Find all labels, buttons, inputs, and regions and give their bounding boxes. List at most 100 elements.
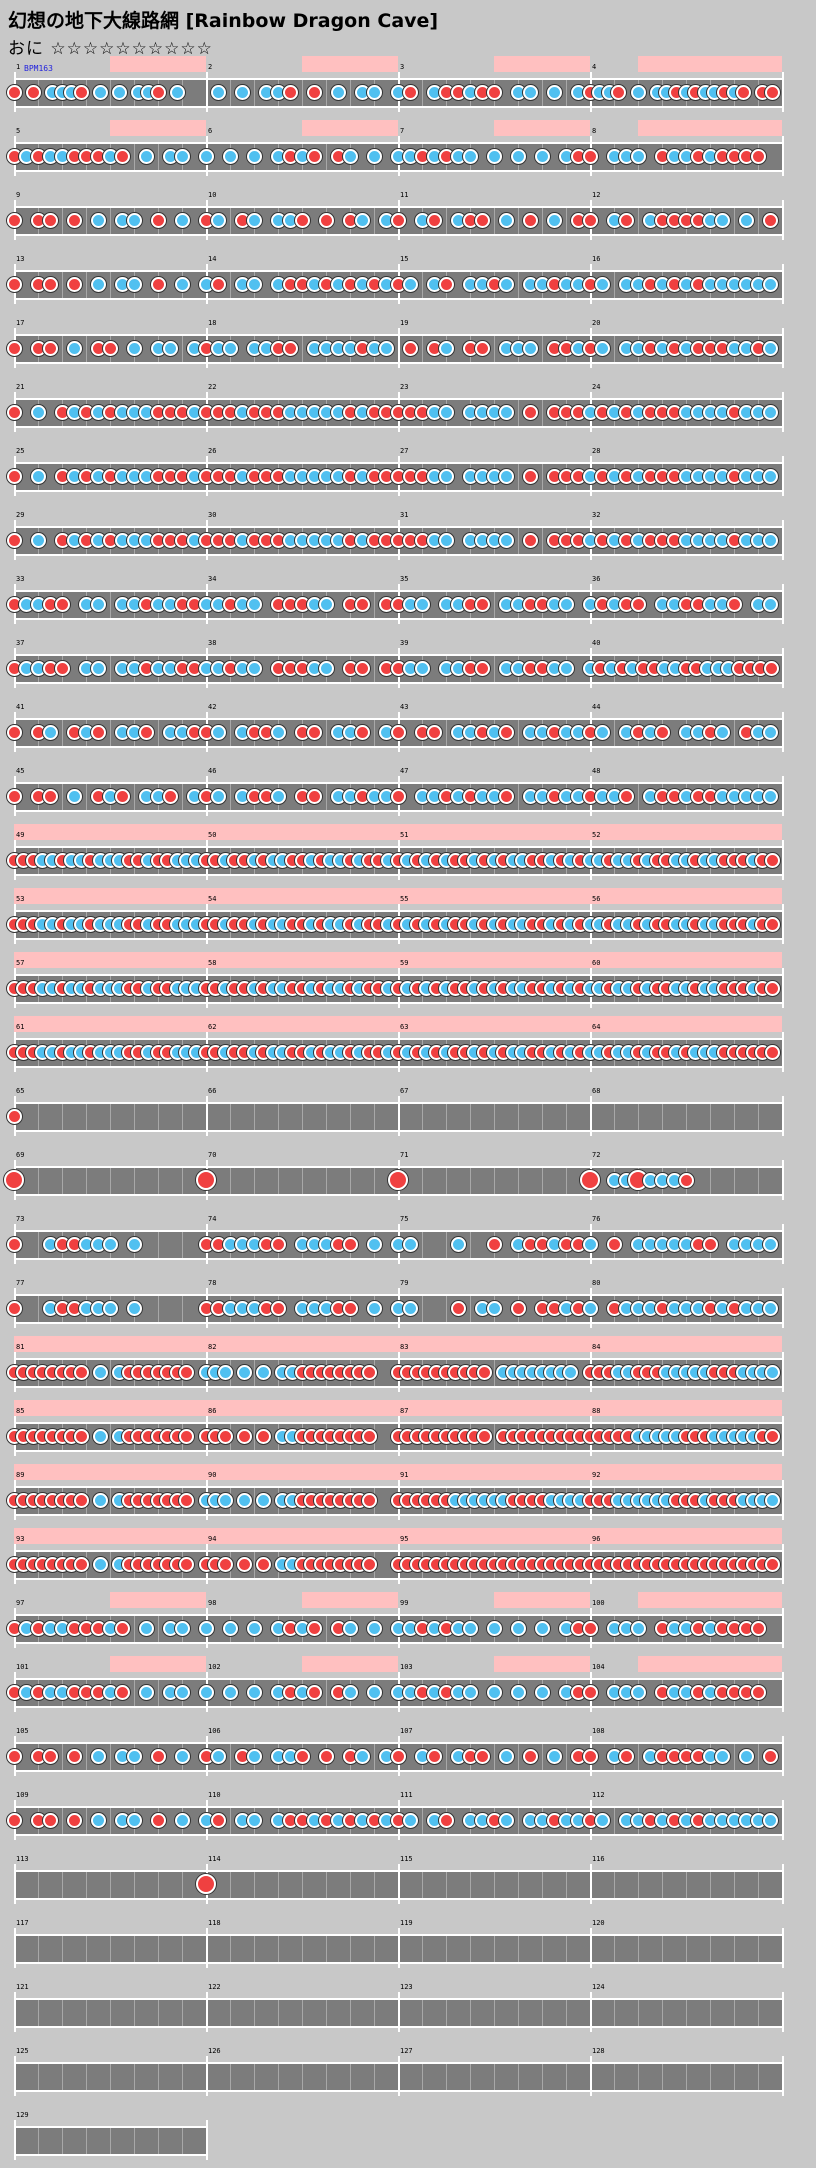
beat-line	[110, 1808, 111, 1834]
beat-line	[422, 336, 423, 362]
beat-line	[542, 1168, 543, 1194]
don-note-big	[196, 1874, 216, 1894]
barline	[782, 1608, 784, 1648]
gogo-band	[302, 888, 350, 904]
beat-line	[518, 208, 519, 234]
measure-number: 16	[592, 255, 601, 263]
beat-line	[254, 1424, 255, 1450]
don-note	[522, 1748, 538, 1764]
gogo-band	[446, 952, 494, 968]
beat-line	[302, 336, 303, 362]
don-note	[678, 1172, 694, 1188]
ka-note	[210, 1748, 226, 1764]
beat-line	[62, 2000, 63, 2026]
ka-note	[246, 1684, 262, 1700]
ka-note	[210, 84, 226, 100]
beat-line	[734, 1936, 735, 1962]
beat-line	[638, 208, 639, 234]
score-row: 113 114 115 116	[0, 1848, 816, 1912]
don-note	[582, 1620, 598, 1636]
measure-number: 46	[208, 767, 217, 775]
beat-line	[62, 1104, 63, 1130]
don-note	[702, 1236, 718, 1252]
gogo-band	[446, 1400, 494, 1416]
ka-note	[366, 1300, 382, 1316]
score-row: 45 46 47 48	[0, 760, 816, 824]
gogo-band	[686, 56, 734, 72]
ka-note	[30, 468, 46, 484]
beat-line	[518, 2000, 519, 2026]
ka-note	[486, 148, 502, 164]
ka-note	[217, 1364, 233, 1380]
measure-number: 62	[208, 1023, 217, 1031]
don-note	[66, 212, 82, 228]
ka-note	[522, 84, 538, 100]
ka-note	[762, 340, 778, 356]
beat-line	[254, 2000, 255, 2026]
gogo-band	[734, 56, 782, 72]
ka-note	[714, 1748, 730, 1764]
beat-line	[230, 272, 231, 298]
don-note	[90, 724, 106, 740]
ka-note	[762, 532, 778, 548]
gogo-band	[158, 1592, 206, 1608]
measure-number: 96	[592, 1535, 601, 1543]
gogo-band	[446, 1528, 494, 1544]
beat-line	[614, 336, 615, 362]
measure-number: 108	[592, 1727, 605, 1735]
gogo-band	[62, 1400, 110, 1416]
beat-line	[758, 2064, 759, 2090]
ka-note	[102, 1236, 118, 1252]
beat-line	[422, 1232, 423, 1258]
don-note	[150, 276, 166, 292]
ka-note	[594, 1812, 610, 1828]
measure-number: 112	[592, 1791, 605, 1799]
measure-number: 72	[592, 1151, 601, 1159]
gogo-band	[350, 824, 398, 840]
score-row: 93 94 95 96	[0, 1528, 816, 1592]
barline	[206, 1992, 208, 2032]
gogo-band	[302, 1656, 350, 1672]
gogo-band	[110, 1656, 158, 1672]
don-note	[438, 1812, 454, 1828]
beat-line	[494, 1360, 495, 1386]
beat-line	[374, 208, 375, 234]
ka-note	[217, 1492, 233, 1508]
don-note	[426, 212, 442, 228]
beat-line	[110, 1168, 111, 1194]
beat-line	[134, 2128, 135, 2154]
measure-number: 95	[400, 1535, 409, 1543]
gogo-band	[254, 1464, 302, 1480]
measure-number: 45	[16, 767, 25, 775]
measure-number: 13	[16, 255, 25, 263]
gogo-band	[446, 1336, 494, 1352]
ka-note	[174, 1684, 190, 1700]
measure-number: 80	[592, 1279, 601, 1287]
measure-number: 74	[208, 1215, 217, 1223]
gogo-band	[62, 1528, 110, 1544]
gogo-band	[686, 1528, 734, 1544]
beat-line	[182, 336, 183, 362]
score-row: 53 54 55 56	[0, 888, 816, 952]
gogo-band	[734, 1592, 782, 1608]
ka-note	[594, 724, 610, 740]
beat-line	[494, 2064, 495, 2090]
don-note	[66, 276, 82, 292]
barline	[590, 1864, 592, 1904]
beat-line	[518, 528, 519, 554]
ka-note	[222, 148, 238, 164]
beat-line	[110, 656, 111, 682]
barline	[782, 1416, 784, 1456]
beat-line	[254, 1488, 255, 1514]
beat-line	[542, 2000, 543, 2026]
don-note	[750, 1620, 766, 1636]
beat-line	[758, 1168, 759, 1194]
gogo-band	[350, 1656, 398, 1672]
score-row: 101 102 103 104	[0, 1656, 816, 1720]
beat-line	[110, 2000, 111, 2026]
barline	[782, 584, 784, 624]
beat-line	[734, 1104, 735, 1130]
barline	[782, 2056, 784, 2096]
beat-line	[158, 1296, 159, 1322]
measure-number: 84	[592, 1343, 601, 1351]
